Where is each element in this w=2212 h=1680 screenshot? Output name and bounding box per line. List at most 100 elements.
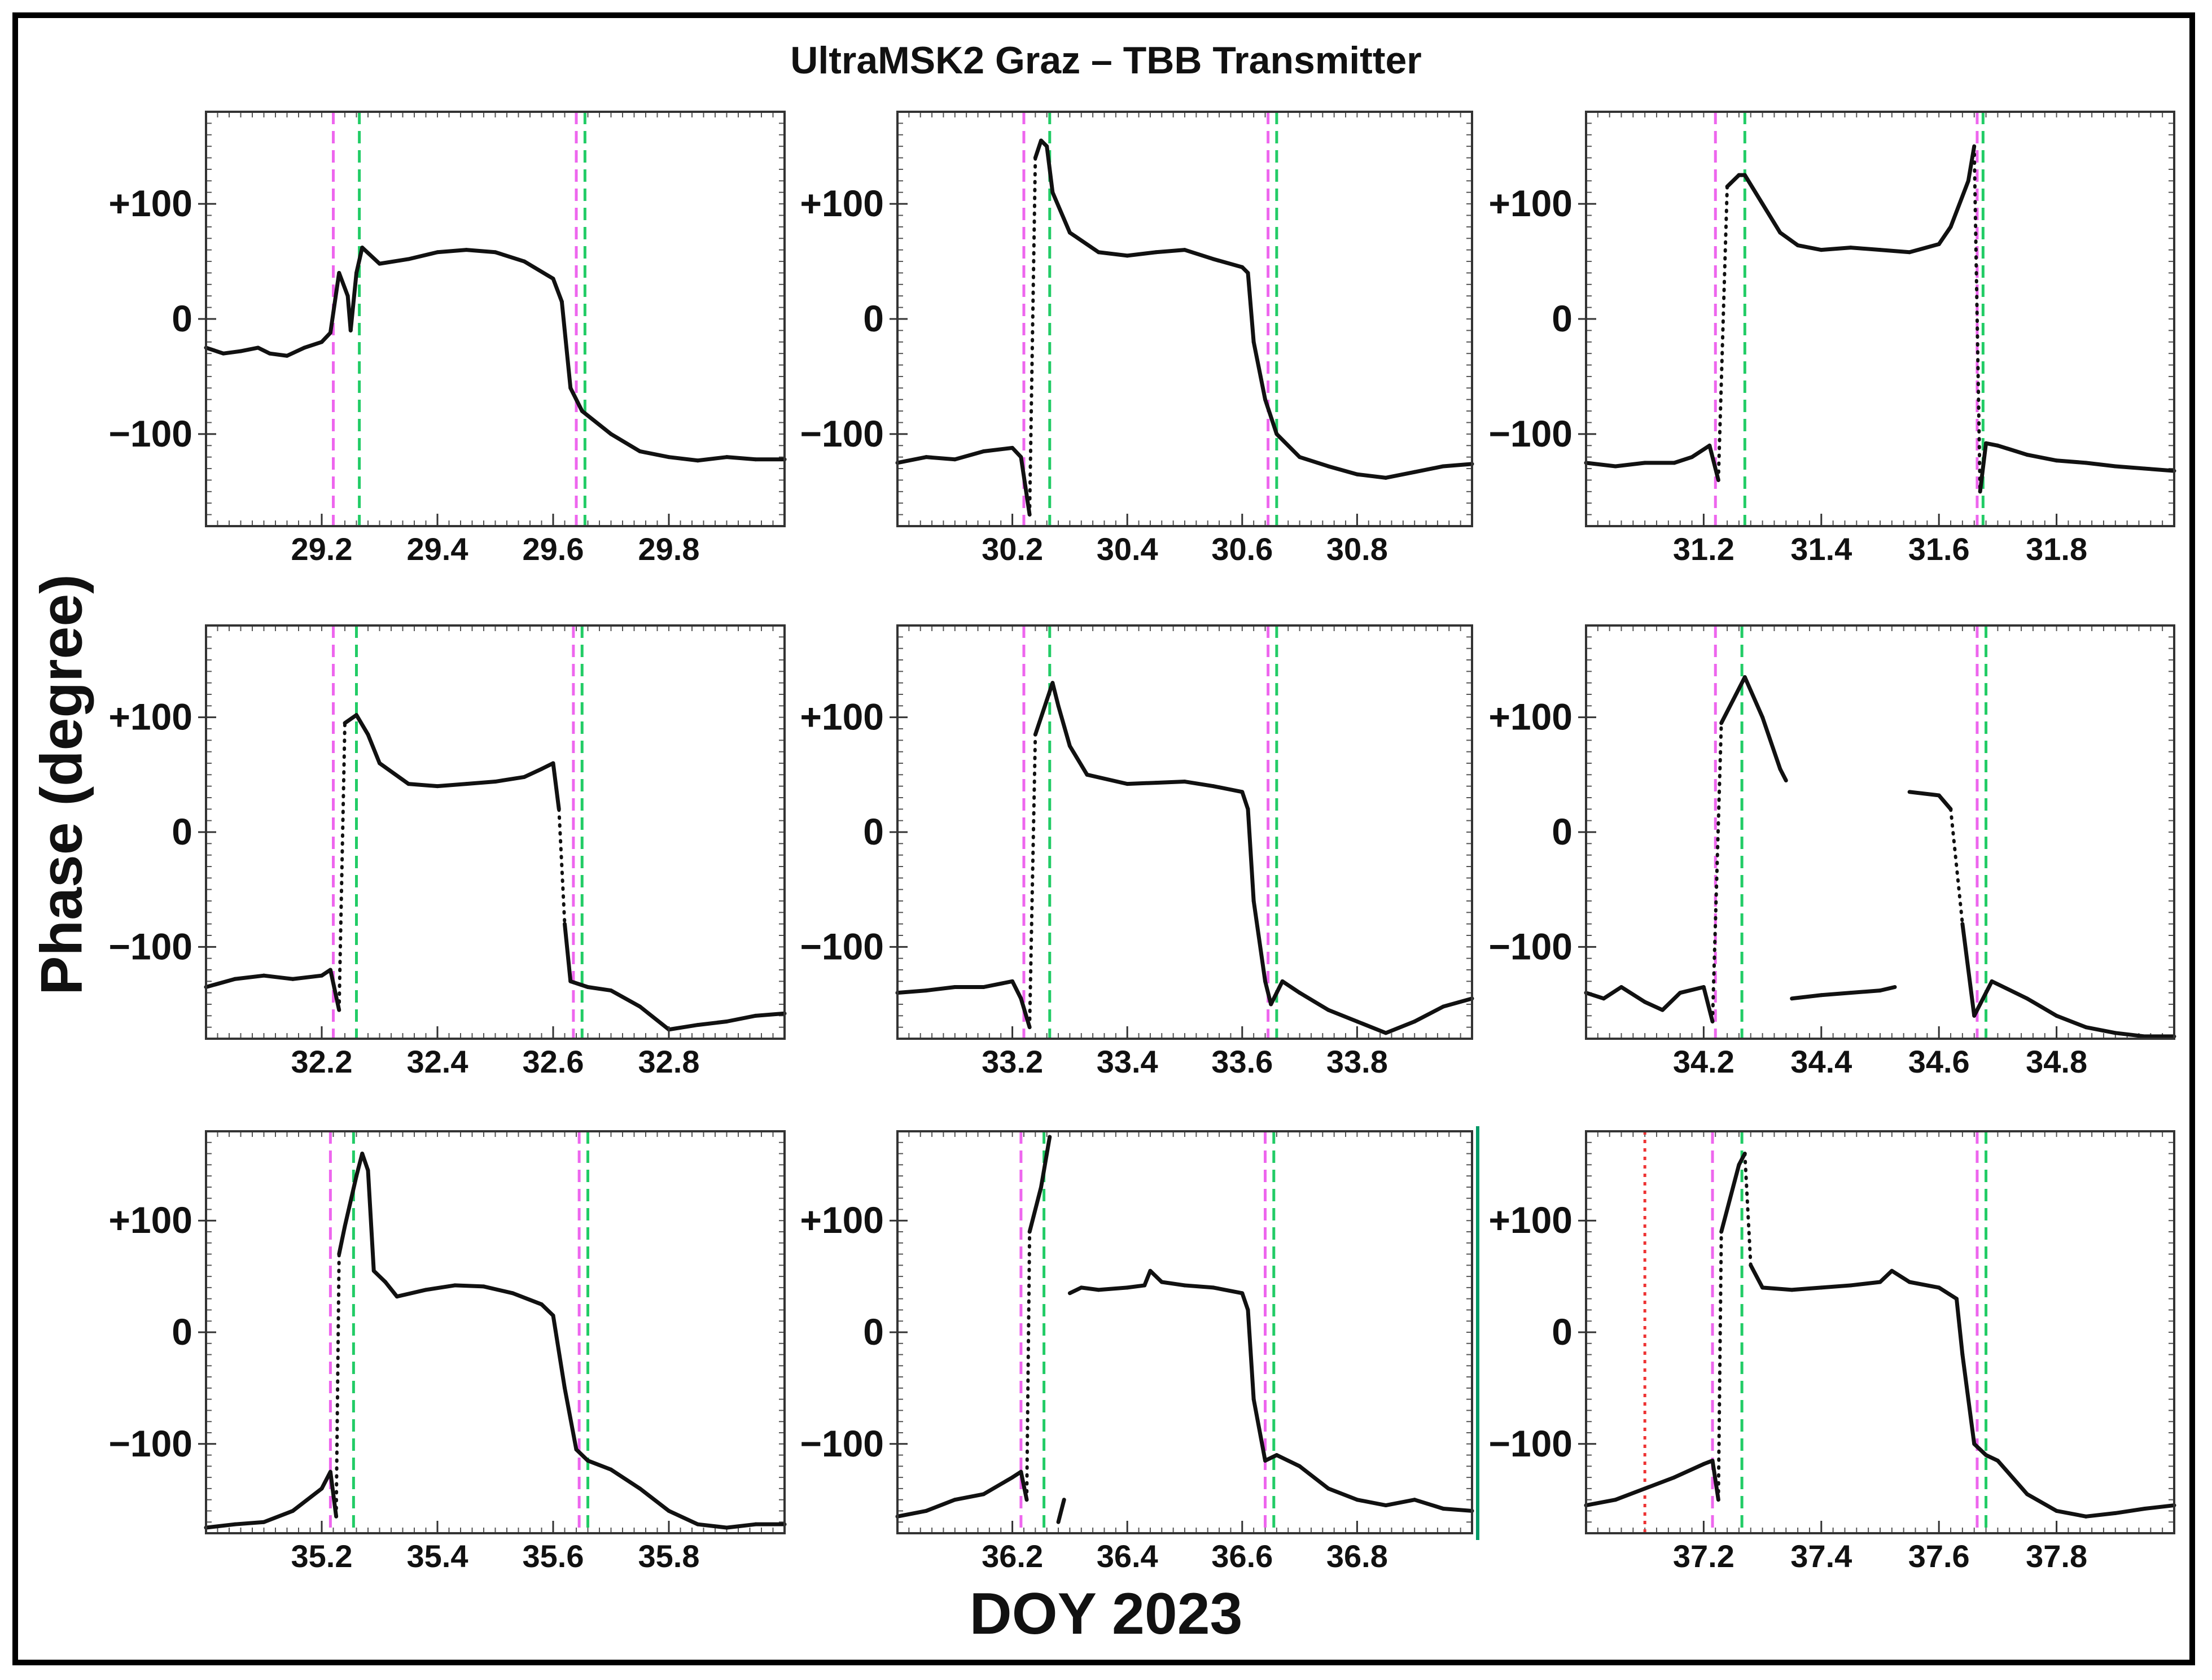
phase-trace-segment [568,386,584,413]
panel-frame [205,624,786,1040]
phase-trace-segment [953,1492,986,1502]
phase-trace-segment [1045,144,1055,195]
x-tick-label: 29.2 [291,531,353,567]
phase-trace-segment [1326,464,1359,476]
panel-doy-33: +100 0 −100 33.2 33.4 33.6 33.8 [800,624,1474,1079]
phase-jump-points [337,721,347,1012]
phase-trace-segment [1878,1268,1894,1284]
phase-trace-segment [1125,250,1158,258]
phase-trace-segment [1019,1469,1029,1502]
y-tick-label: 0 [863,1311,884,1353]
x-tick-label: 32.6 [523,1044,584,1079]
y-tick-label: −100 [800,413,884,454]
phase-trace-segment [1742,675,1765,720]
phase-trace-segment [2084,461,2118,469]
phase-trace-segment [1760,1285,1794,1292]
phase-trace-segment [540,1302,555,1318]
phase-trace-segment [725,1522,758,1530]
phase-trace-segment [2113,1031,2147,1039]
phase-trace-segment [1182,780,1216,789]
phase-trace-segment [1298,455,1330,469]
phase-trace-segment [1274,432,1302,460]
phase-jump-points [557,807,567,926]
phase-trace-segment [695,1020,729,1027]
phase-trace-segment [1613,1486,1647,1502]
phase-trace-segment [2055,458,2088,465]
phase-trace-segment [1978,979,1994,1007]
phase-trace-segment [1412,464,1446,474]
phase-trace-segment [1355,472,1388,480]
phase-trace-segment [1159,1280,1187,1288]
phase-trace-segment [453,1283,486,1289]
y-tick-label: 0 [863,298,884,339]
phase-trace-segment [1790,993,1824,1001]
phase-trace-segment [1849,988,1882,995]
phase-jump-points [1028,733,1037,1029]
phase-trace-segment [1660,991,1683,1012]
phase-trace-segment [754,1011,787,1018]
phase-trace-segment [1274,979,1285,995]
phase-trace-segment [1725,173,1741,189]
phase-jump-points [1716,185,1729,482]
y-tick-label: −100 [800,925,884,967]
phase-trace-segment [302,340,324,350]
phase-jump-points [1716,1230,1723,1502]
phase-trace-segment [268,351,289,358]
phase-trace-segment [406,782,440,789]
phase-trace-segment [895,1508,928,1519]
phase-trace-segment [1441,462,1474,469]
phase-trace-segment [1039,1152,1049,1189]
phase-trace-segment [1642,1000,1665,1012]
phase-trace-segment [1760,202,1782,235]
x-tick-label: 30.4 [1097,531,1158,567]
x-tick-label: 37.4 [1790,1538,1852,1574]
phase-trace-segment [1148,1268,1164,1284]
phase-jump-points [1949,807,1964,926]
phase-trace-segment [2113,1506,2147,1515]
phase-jump-points [1972,145,1982,493]
phase-trace-segment [1246,270,1256,344]
phase-trace-segment [464,248,497,255]
phase-trace-segment [1326,1486,1359,1502]
phase-trace-segment [1010,979,1023,1001]
phase-trace-segment [1441,996,1474,1009]
phase-trace-segment [510,1291,544,1307]
y-tick-label: −100 [108,413,192,454]
phase-trace-segment [1678,985,1706,995]
phase-trace-segment [343,1174,358,1228]
phase-trace-segment [1972,1002,1982,1018]
phase-trace-segment [982,979,1015,989]
phase-jump-points [1025,1230,1032,1502]
phase-trace-segment [609,432,642,453]
phase-trace-segment [638,1486,671,1513]
phase-trace-segment [1211,1285,1245,1296]
phase-trace-segment [1995,443,2029,457]
phase-trace-segment [1978,441,1988,494]
phase-trace-segment [1263,1453,1279,1463]
y-tick-label: +100 [1488,696,1573,738]
panel-doy-32: +100 0 −100 32.2 32.4 32.6 32.8 [108,624,787,1079]
phase-trace-segment [204,1522,237,1530]
phase-trace-segment [1790,1285,1824,1292]
phase-trace-segment [563,922,573,983]
y-tick-label: +100 [1488,1199,1573,1241]
phase-trace-segment [1719,698,1735,725]
phase-trace-segment [638,1004,671,1032]
phase-trace-segment [1033,698,1049,737]
phase-trace-segment [1280,979,1302,995]
phase-trace-segment [328,968,341,1012]
phase-trace-segment [1760,715,1782,771]
phase-trace-segment [725,455,758,462]
phase-trace-segment [328,270,341,335]
phase-trace-segment [1849,246,1882,252]
phase-trace-segment [895,988,928,995]
y-tick-label: +100 [800,1199,884,1241]
phase-trace-segment [1263,397,1279,436]
x-tick-label: 33.8 [1326,1044,1388,1079]
x-tick-label: 33.2 [982,1044,1043,1079]
x-tick-label: 30.8 [1326,531,1388,567]
phase-trace-segment [1246,807,1256,903]
phase-trace-segment [1240,1291,1250,1312]
phase-trace-segment [2143,1503,2176,1511]
